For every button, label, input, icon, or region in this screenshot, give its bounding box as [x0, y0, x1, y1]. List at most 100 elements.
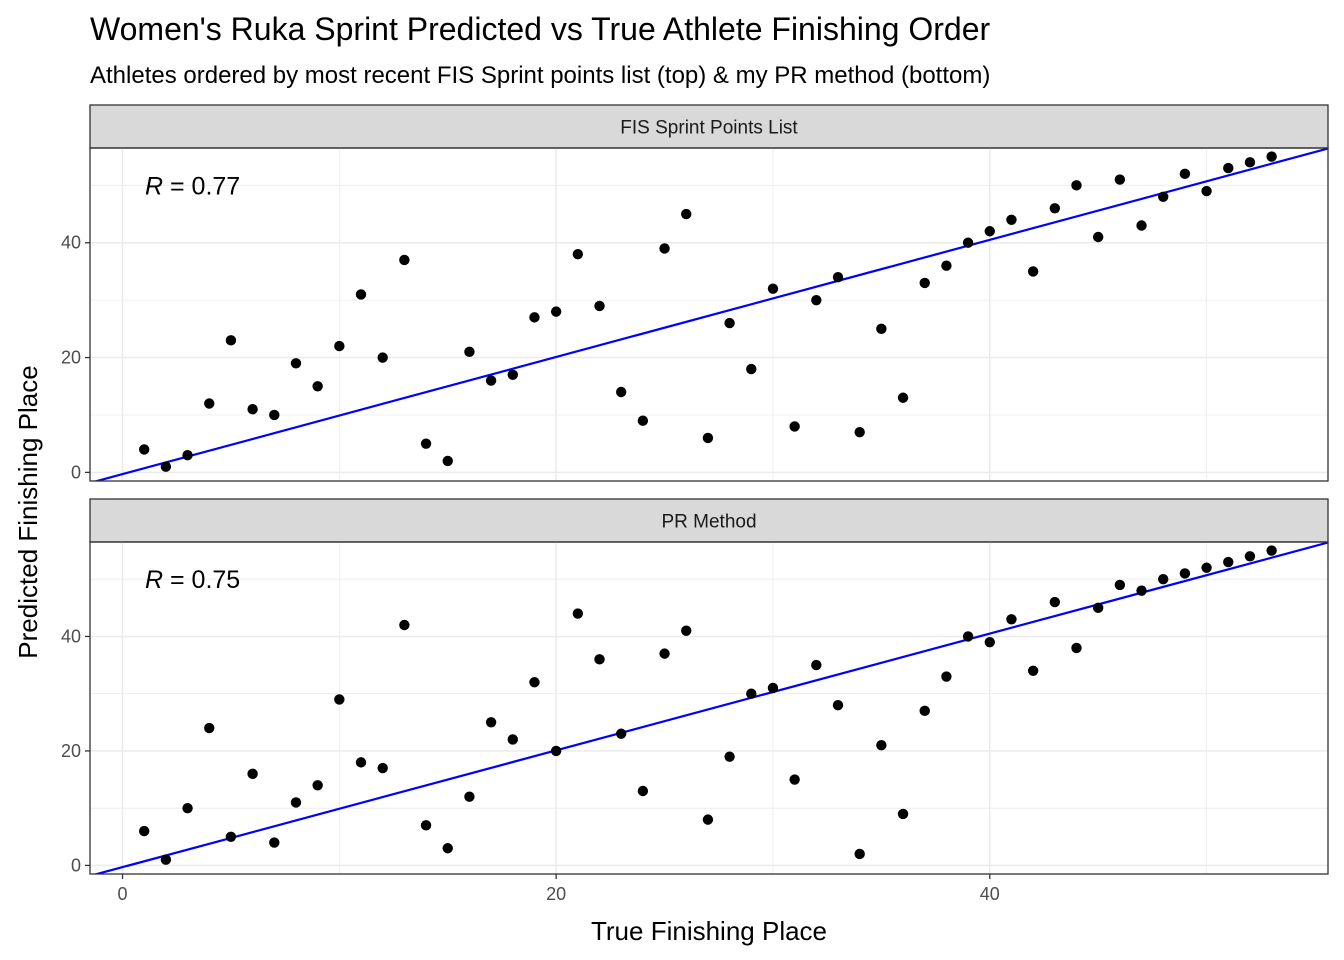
data-point: [681, 625, 692, 636]
x-tick-label: 40: [980, 884, 1000, 904]
data-point: [1071, 642, 1082, 654]
data-point: [464, 346, 475, 358]
data-point: [1092, 602, 1104, 614]
data-point: [1244, 551, 1256, 562]
y-tick-label: 40: [61, 233, 81, 253]
data-point: [442, 455, 453, 467]
data-point: [550, 306, 562, 317]
data-point: [1006, 214, 1017, 225]
y-axis-title: Predicted Finishing Place: [13, 365, 43, 658]
data-point: [420, 820, 432, 831]
data-point: [529, 677, 540, 688]
data-point: [269, 837, 280, 848]
data-point: [767, 283, 779, 294]
data-point: [659, 243, 670, 254]
facet-strip-label: PR Method: [661, 512, 756, 533]
data-point: [941, 260, 952, 271]
data-point: [247, 768, 258, 780]
data-point: [702, 814, 714, 825]
data-point: [962, 237, 974, 248]
data-point: [1049, 596, 1061, 608]
data-point: [290, 358, 302, 369]
data-point: [789, 421, 800, 432]
data-point: [399, 619, 410, 631]
data-point: [854, 426, 865, 438]
data-points: [139, 151, 1277, 472]
data-point: [637, 415, 649, 426]
data-point: [724, 751, 735, 762]
data-point: [1027, 266, 1039, 277]
data-point: [594, 654, 605, 665]
data-point: [1071, 180, 1082, 191]
data-point: [941, 671, 952, 682]
data-point: [811, 294, 822, 306]
data-point: [225, 831, 237, 842]
grid: [90, 542, 1328, 874]
panel-border: [89, 147, 1329, 482]
data-point: [615, 386, 627, 398]
regression-line: [92, 542, 1328, 874]
data-point: [746, 688, 757, 699]
y-tick-label: 20: [61, 741, 81, 761]
data-point: [160, 854, 172, 865]
facet-strip: [89, 104, 1329, 149]
data-point: [594, 300, 605, 312]
data-point: [897, 808, 909, 820]
data-point: [1201, 185, 1212, 197]
data-point: [681, 208, 692, 220]
data-point: [377, 762, 388, 774]
data-point: [204, 722, 215, 734]
chart-subtitle: Athletes ordered by most recent FIS Spri…: [90, 62, 990, 89]
data-point: [832, 271, 844, 283]
data-point: [355, 289, 367, 300]
data-point: [464, 791, 475, 802]
data-point: [550, 745, 562, 757]
data-point: [789, 774, 800, 785]
data-point: [1006, 614, 1017, 625]
data-point: [182, 449, 193, 461]
data-point: [1158, 191, 1169, 203]
data-point: [572, 608, 584, 619]
data-point: [139, 444, 150, 455]
y-tick-label: 20: [61, 348, 81, 368]
data-point: [160, 461, 172, 472]
data-point: [1114, 579, 1126, 591]
data-point: [572, 249, 584, 260]
data-point: [1179, 568, 1191, 579]
data-point: [767, 682, 779, 694]
data-point: [139, 825, 150, 837]
data-point: [225, 335, 237, 346]
y-tick-label: 40: [61, 626, 81, 646]
data-point: [507, 369, 518, 380]
data-point: [876, 323, 887, 335]
data-point: [485, 717, 497, 728]
data-point: [897, 392, 909, 403]
data-point: [811, 659, 822, 671]
data-point: [1027, 665, 1039, 676]
data-point: [399, 254, 410, 266]
data-point: [1223, 556, 1234, 568]
grid: [90, 148, 1328, 481]
data-point: [355, 757, 367, 768]
facet-strip-label: FIS Sprint Points List: [620, 118, 798, 139]
data-point: [1201, 562, 1212, 573]
data-point: [312, 780, 323, 791]
data-point: [1136, 585, 1147, 596]
data-point: [615, 728, 627, 739]
data-point: [832, 699, 844, 711]
data-point: [442, 843, 453, 854]
data-point: [876, 740, 887, 751]
panel-border: [89, 541, 1329, 875]
data-point: [746, 363, 757, 375]
x-axis-title: True Finishing Place: [591, 916, 827, 946]
data-point: [334, 694, 345, 705]
data-point: [1179, 168, 1191, 180]
data-point: [485, 375, 497, 386]
data-point: [377, 352, 388, 363]
data-point: [1244, 157, 1256, 168]
data-point: [529, 312, 540, 323]
regression-line: [92, 148, 1328, 481]
data-points: [139, 545, 1277, 865]
data-point: [984, 226, 995, 237]
